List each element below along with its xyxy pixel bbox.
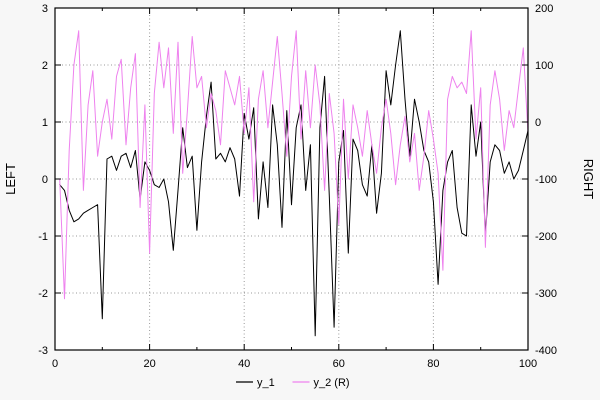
left-tick-label: -3 <box>38 345 48 357</box>
left-tick-label: -1 <box>38 231 48 243</box>
left-axis-title: LEFT <box>3 163 18 195</box>
right-axis-title: RIGHT <box>581 159 596 200</box>
series-line-y_2-R- <box>59 30 529 300</box>
legend-label-0: y_1 <box>257 377 275 389</box>
left-tick-label: 2 <box>42 60 48 72</box>
series-line-y_1 <box>59 30 529 337</box>
x-tick-label: 0 <box>52 358 58 370</box>
right-tick-label: -300 <box>535 288 557 300</box>
left-tick-label: 0 <box>42 174 48 186</box>
x-tick-label: 40 <box>238 358 250 370</box>
right-tick-label: -400 <box>535 345 557 357</box>
x-tick-label: 80 <box>427 358 439 370</box>
right-tick-label: -200 <box>535 231 557 243</box>
left-tick-label: 1 <box>42 117 48 129</box>
right-tick-label: 100 <box>535 60 553 72</box>
right-tick-label: 0 <box>535 117 541 129</box>
left-tick-label: 3 <box>42 3 48 15</box>
right-tick-label: 200 <box>535 3 553 15</box>
left-tick-label: -2 <box>38 288 48 300</box>
tick-marks <box>54 7 529 351</box>
x-tick-label: 60 <box>333 358 345 370</box>
tick-labels: -3 -2 -1 0 1 2 3 -400 -300 -200 -100 0 100 200 0 20 40 60… <box>38 3 557 370</box>
legend-label-1: y_2 (R) <box>314 377 350 389</box>
x-tick-label: 100 <box>519 358 537 370</box>
right-tick-label: -100 <box>535 174 557 186</box>
legend: y_1 y_2 (R) <box>236 377 350 389</box>
x-tick-label: 20 <box>143 358 155 370</box>
